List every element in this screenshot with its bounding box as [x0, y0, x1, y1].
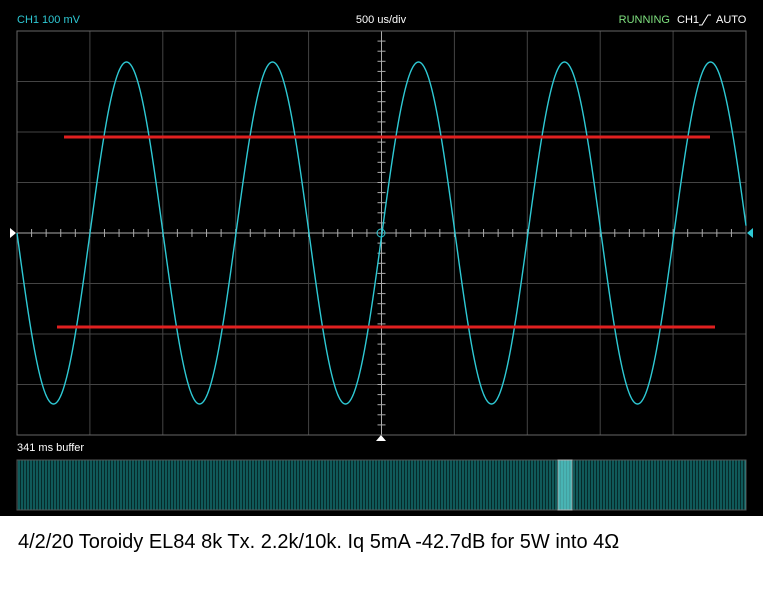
trigger-mode: AUTO — [716, 14, 747, 26]
center-marker — [376, 228, 386, 238]
graticule — [16, 30, 747, 436]
trigger-edge-icon — [699, 14, 711, 26]
ground-marker — [10, 228, 16, 238]
buffer-overview — [16, 459, 747, 511]
trigger-level-marker — [747, 228, 753, 238]
trigger-position-marker — [376, 435, 386, 441]
channel-scale: CH1 100 mV — [17, 14, 81, 26]
trigger-channel: CH1 — [677, 14, 699, 26]
buffer-window — [557, 459, 573, 511]
run-status: RUNNING — [619, 14, 670, 26]
caption: 4/2/20 Toroidy EL84 8k Tx. 2.2k/10k. Iq … — [18, 531, 620, 553]
timebase: 500 us/div — [356, 14, 407, 26]
oscilloscope-screen: CH1 100 mV 500 us/div RUNNING CH1 AUTO 3… — [0, 0, 763, 516]
buffer-label: 341 ms buffer — [17, 442, 84, 454]
